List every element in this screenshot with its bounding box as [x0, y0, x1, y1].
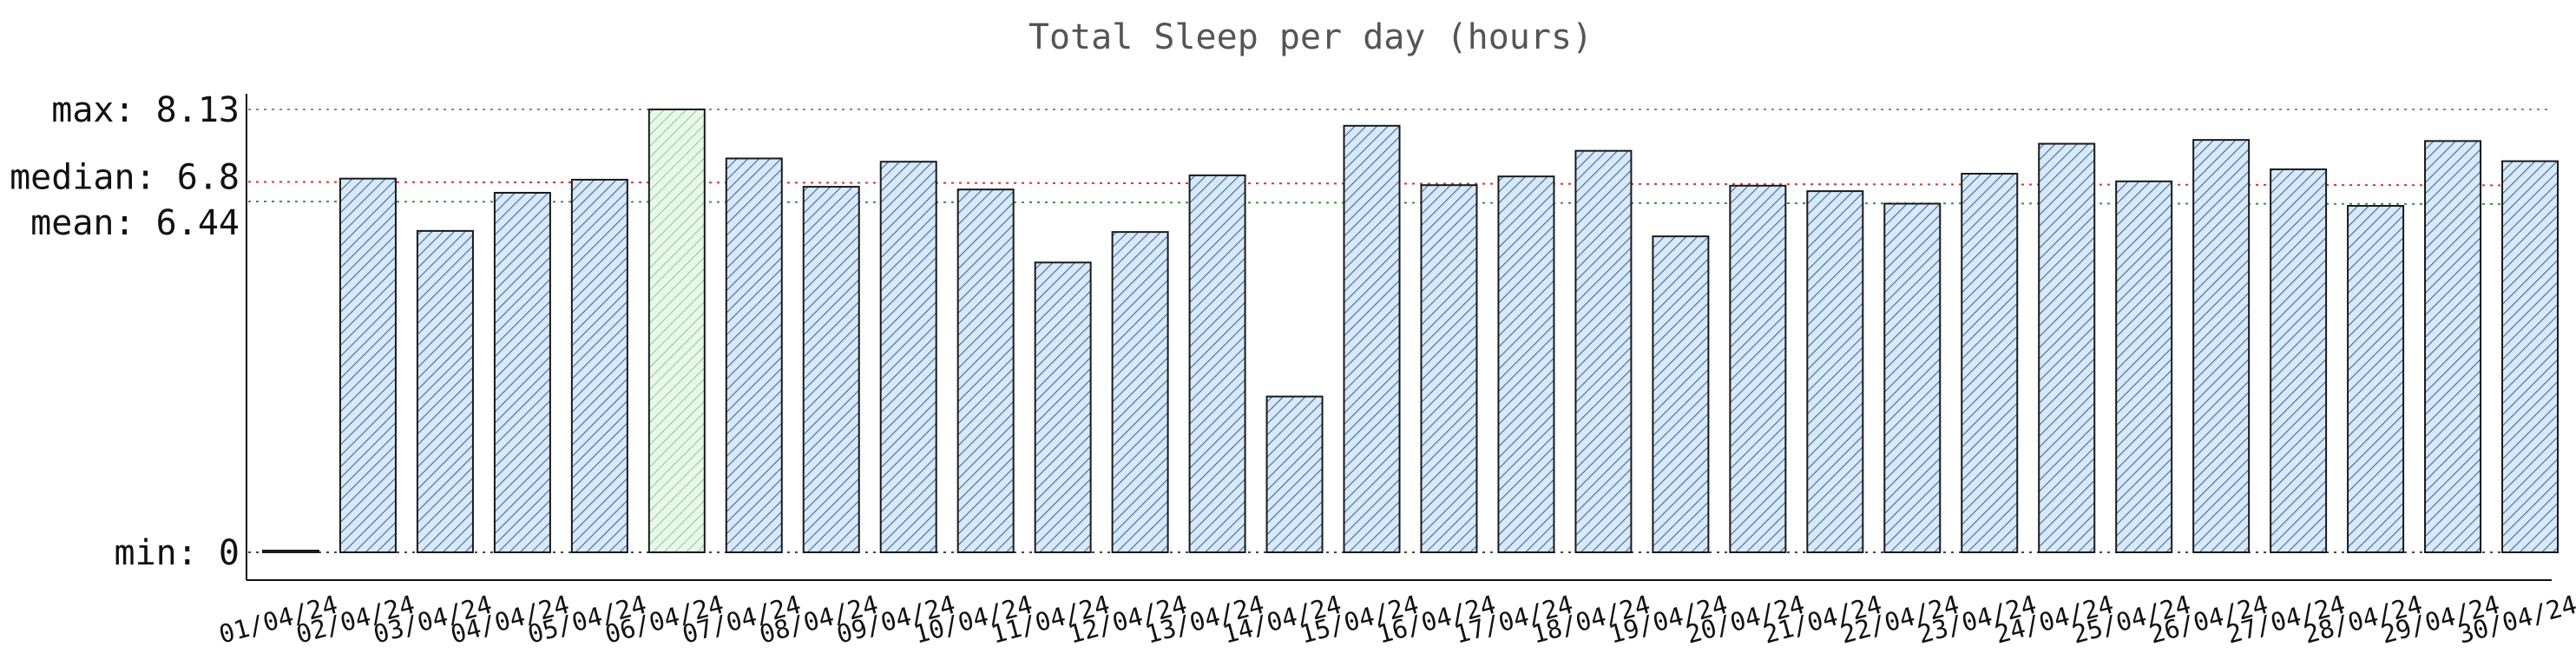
bar-01-04-24 — [262, 550, 319, 553]
max-label: max: 8.13 — [51, 90, 240, 130]
bar-22-04-24 — [1883, 202, 1942, 553]
bar-10-04-24 — [956, 188, 1015, 553]
bar-03-04-24 — [416, 229, 474, 553]
mean-label: mean: 6.44 — [30, 203, 240, 243]
x-tick-labels: 01/04/2402/04/2403/04/2404/04/2405/04/24… — [216, 590, 2576, 650]
bar-02-04-24 — [338, 177, 397, 553]
median-label: median: 6.8 — [10, 157, 240, 197]
bar-24-04-24 — [2038, 142, 2096, 553]
bars-group — [262, 109, 2559, 554]
bar-17-04-24 — [1497, 175, 1555, 554]
mean-line — [247, 201, 2553, 206]
bar-30-04-24 — [2501, 160, 2559, 554]
bar-12-04-24 — [1111, 231, 1169, 553]
bar-06-04-24 — [647, 109, 706, 553]
bar-21-04-24 — [1806, 190, 1864, 553]
min-label: min: 0 — [115, 533, 240, 573]
axes — [246, 94, 2552, 581]
bar-19-04-24 — [1652, 235, 1710, 553]
bar-05-04-24 — [570, 178, 628, 553]
bar-20-04-24 — [1729, 184, 1787, 553]
bar-09-04-24 — [879, 161, 937, 553]
bar-13-04-24 — [1188, 174, 1246, 553]
bar-18-04-24 — [1574, 149, 1633, 554]
bar-11-04-24 — [1034, 261, 1092, 553]
bar-16-04-24 — [1420, 184, 1478, 553]
chart-title: Total Sleep per day (hours) — [1028, 17, 1593, 57]
median-line — [247, 181, 2553, 187]
bar-07-04-24 — [725, 157, 783, 554]
bar-15-04-24 — [1343, 124, 1401, 553]
bar-08-04-24 — [802, 186, 860, 553]
bar-28-04-24 — [2347, 205, 2405, 553]
bar-29-04-24 — [2424, 140, 2482, 553]
bar-14-04-24 — [1265, 395, 1324, 553]
bar-25-04-24 — [2115, 180, 2173, 554]
bar-23-04-24 — [1961, 173, 2019, 554]
bar-27-04-24 — [2270, 168, 2328, 553]
bar-26-04-24 — [2192, 139, 2251, 553]
bar-04-04-24 — [493, 191, 551, 553]
reference-lines: max: 8.13 median: 6.8 mean: 6.44 min: 0 — [10, 90, 2553, 573]
